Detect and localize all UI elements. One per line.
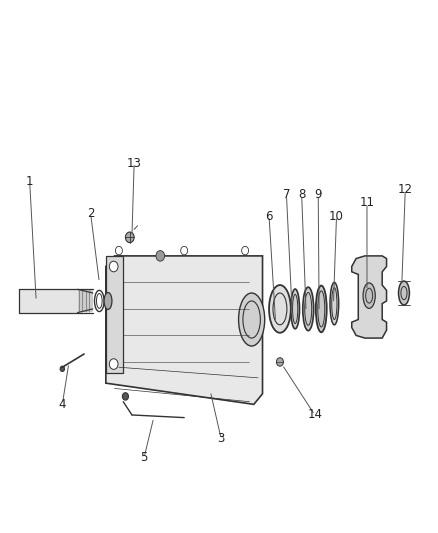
Text: 12: 12 [398, 183, 413, 196]
Circle shape [125, 232, 134, 243]
Text: 13: 13 [127, 157, 141, 169]
Text: 6: 6 [265, 209, 273, 223]
Circle shape [60, 366, 64, 372]
Ellipse shape [291, 289, 300, 329]
Circle shape [242, 246, 249, 255]
Text: 11: 11 [360, 196, 374, 209]
Text: 5: 5 [141, 451, 148, 464]
Ellipse shape [303, 287, 314, 330]
Ellipse shape [104, 293, 112, 310]
Polygon shape [106, 256, 262, 405]
Circle shape [122, 393, 128, 400]
Circle shape [276, 358, 283, 366]
Polygon shape [352, 256, 387, 338]
Text: 7: 7 [283, 189, 290, 201]
Circle shape [110, 359, 118, 369]
Text: 2: 2 [87, 207, 94, 220]
Bar [19, 289, 78, 313]
Ellipse shape [239, 293, 265, 346]
Bar [78, 290, 93, 312]
Polygon shape [106, 256, 123, 373]
Ellipse shape [316, 286, 327, 332]
Ellipse shape [269, 285, 291, 333]
Text: 8: 8 [298, 189, 305, 201]
Text: 10: 10 [329, 209, 344, 223]
Text: 3: 3 [218, 432, 225, 446]
Ellipse shape [363, 283, 375, 309]
Circle shape [181, 246, 187, 255]
Text: 9: 9 [314, 189, 322, 201]
Text: 4: 4 [59, 398, 66, 411]
Circle shape [110, 261, 118, 272]
Text: 1: 1 [26, 175, 33, 188]
Circle shape [156, 251, 165, 261]
Text: 14: 14 [307, 408, 322, 422]
Circle shape [116, 246, 122, 255]
Ellipse shape [330, 282, 339, 325]
Ellipse shape [399, 281, 410, 305]
